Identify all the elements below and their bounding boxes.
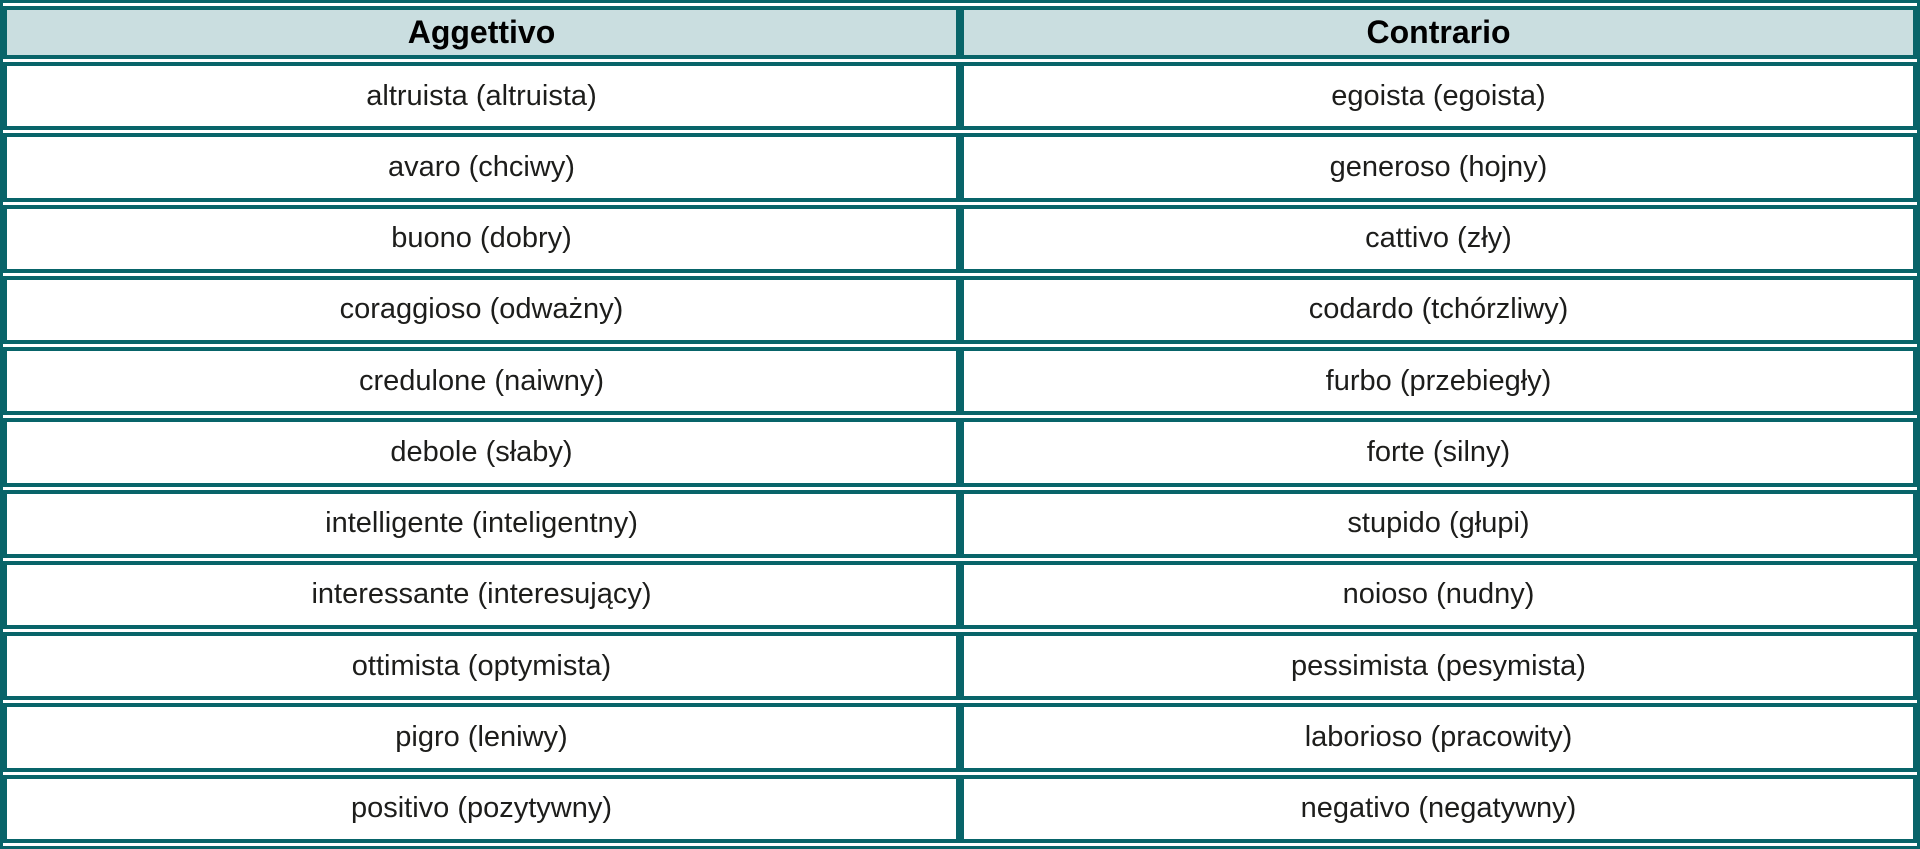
cell-contrario: cattivo (zły) bbox=[960, 204, 1917, 273]
cell-contrario: generoso (hojny) bbox=[960, 133, 1917, 202]
table-row: buono (dobry) cattivo (zły) bbox=[3, 204, 1917, 273]
cell-contrario: noioso (nudny) bbox=[960, 560, 1917, 630]
cell-aggettivo: coraggioso (odważny) bbox=[3, 275, 960, 345]
cell-aggettivo: intelligente (inteligentny) bbox=[3, 489, 960, 558]
cell-contrario: stupido (głupi) bbox=[960, 489, 1917, 558]
table-row: avaro (chciwy) generoso (hojny) bbox=[3, 133, 1917, 202]
header-row: Aggettivo Contrario bbox=[3, 6, 1917, 59]
table-row: positivo (pozytywny) negativo (negatywny… bbox=[3, 774, 1917, 843]
table-row: ottimista (optymista) pessimista (pesymi… bbox=[3, 632, 1917, 701]
table-body: altruista (altruista) egoista (egoista) … bbox=[3, 62, 1917, 843]
cell-aggettivo: buono (dobry) bbox=[3, 204, 960, 273]
cell-aggettivo: ottimista (optymista) bbox=[3, 632, 960, 701]
table-row: pigro (leniwy) laborioso (pracowity) bbox=[3, 703, 1917, 772]
cell-aggettivo: avaro (chciwy) bbox=[3, 133, 960, 202]
table-header: Aggettivo Contrario bbox=[3, 6, 1917, 59]
cell-aggettivo: pigro (leniwy) bbox=[3, 703, 960, 772]
cell-aggettivo: credulone (naiwny) bbox=[3, 347, 960, 416]
cell-contrario: forte (silny) bbox=[960, 418, 1917, 487]
table-row: altruista (altruista) egoista (egoista) bbox=[3, 62, 1917, 131]
table-row: debole (słaby) forte (silny) bbox=[3, 418, 1917, 487]
cell-aggettivo: interessante (interesujący) bbox=[3, 560, 960, 630]
cell-contrario: egoista (egoista) bbox=[960, 62, 1917, 131]
cell-contrario: furbo (przebiegły) bbox=[960, 347, 1917, 416]
table-row: credulone (naiwny) furbo (przebiegły) bbox=[3, 347, 1917, 416]
cell-contrario: negativo (negatywny) bbox=[960, 774, 1917, 843]
cell-aggettivo: positivo (pozytywny) bbox=[3, 774, 960, 843]
cell-aggettivo: altruista (altruista) bbox=[3, 62, 960, 131]
column-header-contrario: Contrario bbox=[960, 6, 1917, 59]
table-row: intelligente (inteligentny) stupido (głu… bbox=[3, 489, 1917, 558]
cell-contrario: pessimista (pesymista) bbox=[960, 632, 1917, 701]
table-row: coraggioso (odważny) codardo (tchórzliwy… bbox=[3, 275, 1917, 345]
table-row: interessante (interesujący) noioso (nudn… bbox=[3, 560, 1917, 630]
column-header-aggettivo: Aggettivo bbox=[3, 6, 960, 59]
cell-contrario: laborioso (pracowity) bbox=[960, 703, 1917, 772]
cell-contrario: codardo (tchórzliwy) bbox=[960, 275, 1917, 345]
cell-aggettivo: debole (słaby) bbox=[3, 418, 960, 487]
